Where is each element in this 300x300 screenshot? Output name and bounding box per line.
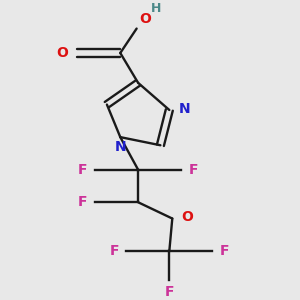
Text: F: F xyxy=(78,195,88,209)
Text: O: O xyxy=(56,46,68,60)
Text: F: F xyxy=(189,163,198,177)
Text: F: F xyxy=(78,163,88,177)
Text: N: N xyxy=(179,102,190,116)
Text: F: F xyxy=(220,244,229,258)
Text: O: O xyxy=(181,210,193,224)
Text: F: F xyxy=(165,285,174,299)
Text: F: F xyxy=(109,244,119,258)
Text: H: H xyxy=(151,2,161,15)
Text: N: N xyxy=(115,140,126,154)
Text: O: O xyxy=(140,12,152,26)
